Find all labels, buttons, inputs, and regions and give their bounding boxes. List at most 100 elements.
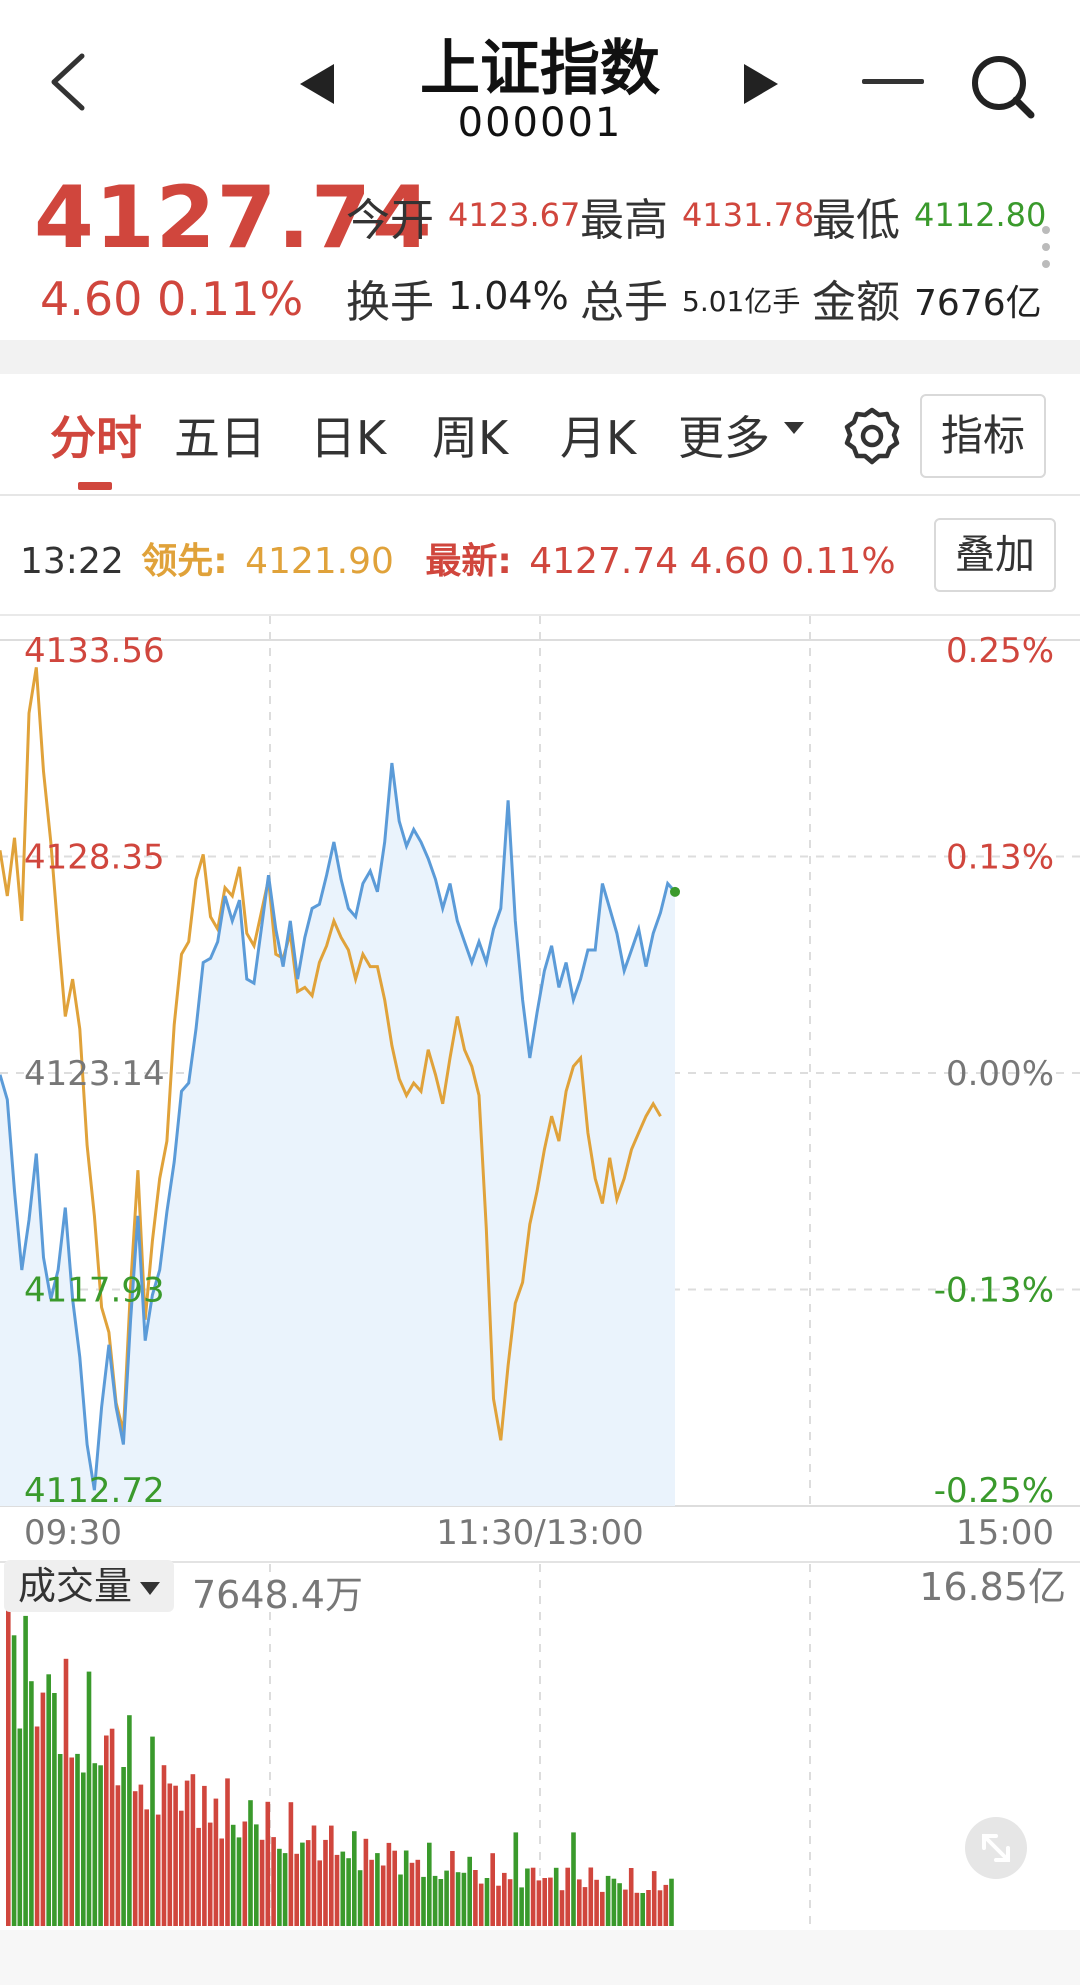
volume-bar [646, 1890, 651, 1926]
y-tick-label-right: -0.25% [934, 1471, 1054, 1511]
tab-daily-k[interactable]: 日K [310, 411, 387, 465]
volume-bar [277, 1848, 282, 1926]
volume-bar [421, 1876, 426, 1926]
volume-bar [628, 1868, 634, 1926]
y-tick-label-left: 4112.72 [24, 1471, 165, 1511]
volume-bar [444, 1870, 449, 1926]
gear-icon[interactable] [842, 406, 902, 466]
volume-bar [294, 1853, 299, 1926]
volume-bar [11, 1635, 17, 1926]
volume-current: 7648.4万 [192, 1573, 363, 1617]
volume-bar [392, 1850, 397, 1926]
volume-bar [409, 1862, 415, 1926]
y-tick-label-right: 0.25% [946, 631, 1054, 671]
volume-bar [167, 1783, 173, 1926]
high-label: 最高 [580, 195, 668, 246]
tab-monthly-k[interactable]: 月K [560, 411, 637, 465]
volume-bar [669, 1878, 674, 1926]
volume-bar [594, 1879, 599, 1926]
low-value: 4112.80 [914, 196, 1047, 234]
volume-bar [450, 1851, 455, 1926]
volume-bar [334, 1854, 340, 1926]
volume-bar [467, 1856, 472, 1926]
volume-bar [525, 1868, 530, 1926]
volume-bar [288, 1802, 294, 1926]
intraday-chart[interactable]: 4133.56 4128.35 4123.14 4117.93 4112.72 0.25… [0, 616, 1080, 1926]
volume-bar [323, 1839, 328, 1926]
volume-bar [29, 1681, 34, 1926]
turnover-label: 换手 [346, 277, 434, 328]
volume-bar [403, 1850, 409, 1926]
back-chevron-icon[interactable] [44, 50, 92, 114]
volume-bar [340, 1851, 346, 1926]
volume-bar [69, 1757, 74, 1926]
volume-bar [380, 1865, 386, 1926]
volume-bar [305, 1840, 311, 1926]
more-vertical-icon[interactable] [1040, 224, 1052, 270]
volume-bar [582, 1887, 588, 1926]
volume-bar [484, 1878, 490, 1926]
tab-intraday[interactable]: 分时 [50, 411, 142, 465]
tab-more[interactable]: 更多 [678, 411, 770, 465]
divider [0, 494, 1080, 496]
volume-bar [329, 1825, 334, 1926]
indicator-button[interactable]: 指标 [920, 394, 1046, 478]
volume-selector[interactable]: 成交量 [4, 1560, 175, 1612]
volume-bar [536, 1880, 542, 1926]
volume-bar [605, 1875, 611, 1926]
volume-bar [502, 1872, 507, 1926]
bottom-area [0, 1930, 1080, 1985]
volume-bar [144, 1809, 149, 1926]
lead-label: 领先: [141, 541, 228, 582]
volume-bar [40, 1692, 46, 1926]
volume-bar [611, 1878, 617, 1926]
volume-bar [236, 1837, 242, 1926]
volume-bar [259, 1839, 265, 1926]
turnover-value: 1.04% [448, 274, 569, 318]
tab-five-day[interactable]: 五日 [174, 411, 266, 465]
y-tick-label-right: 0.00% [946, 1054, 1054, 1094]
volume-bar [530, 1867, 536, 1926]
volume-bar [346, 1858, 351, 1926]
volume-bar [427, 1842, 432, 1926]
volume-bar [242, 1821, 248, 1926]
volume-bar [52, 1693, 57, 1926]
overlay-button[interactable]: 叠加 [934, 518, 1056, 592]
volume-bar [559, 1890, 565, 1926]
volume-bar [663, 1884, 669, 1926]
volume-bar [357, 1870, 363, 1926]
chevron-down-icon[interactable] [784, 422, 804, 434]
expand-icon[interactable] [964, 1816, 1028, 1880]
x-tick-label: 11:30/13:00 [436, 1513, 643, 1553]
latest-value: 4127.74 4.60 0.11% [529, 541, 896, 582]
prev-triangle-icon[interactable] [298, 62, 336, 106]
open-label: 今开 [346, 195, 434, 246]
volume-bar [577, 1879, 582, 1926]
volume-bar [507, 1879, 513, 1926]
tab-weekly-k[interactable]: 周K [432, 411, 509, 465]
minimize-icon[interactable] [862, 78, 924, 86]
volume-max: 16.85亿 [919, 1565, 1066, 1609]
search-icon[interactable] [968, 52, 1036, 120]
volume-bar [455, 1872, 461, 1926]
page-title: 上证指数 [420, 34, 660, 104]
volume-bar [363, 1838, 369, 1926]
next-triangle-icon[interactable] [742, 62, 780, 106]
volume-bar [98, 1765, 103, 1926]
y-tick-label-right: -0.13% [934, 1271, 1054, 1311]
volume-bar [634, 1892, 640, 1926]
volume-bar [600, 1891, 605, 1926]
volume-bars [6, 1566, 674, 1926]
lead-value: 4121.90 [245, 541, 394, 582]
volume-bar [617, 1883, 622, 1926]
volume-bar [265, 1801, 271, 1926]
y-tick-label-right: 0.13% [946, 838, 1054, 878]
y-tick-label-left: 4133.56 [24, 631, 165, 671]
volume-bar [23, 1615, 28, 1926]
volume-bar [92, 1763, 98, 1926]
volume-bar [109, 1728, 115, 1926]
current-price: 4127.74 [34, 168, 433, 268]
crosshair-info: 13:22 领先: 4121.90 最新: 4127.74 4.60 0.11% [20, 532, 902, 584]
volume-bar [651, 1871, 657, 1926]
volume-bar [219, 1838, 224, 1926]
